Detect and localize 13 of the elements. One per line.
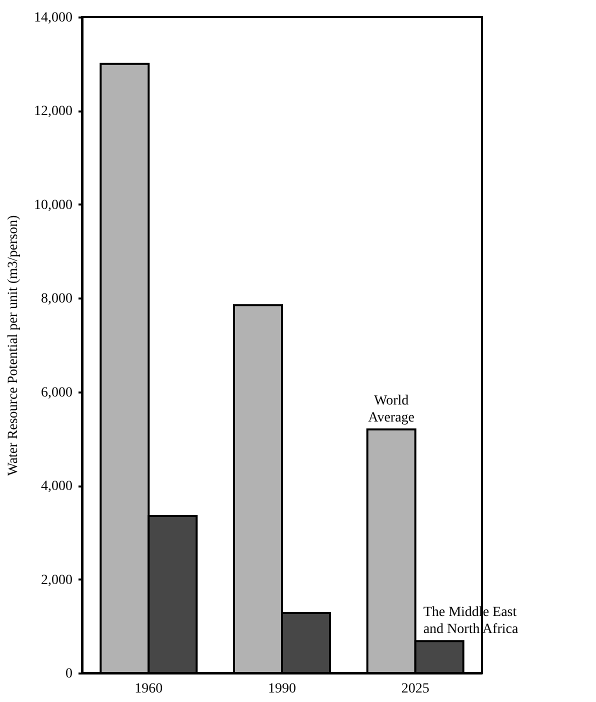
series-label: World Average: [368, 393, 415, 426]
x-tick-label: 2025: [401, 682, 430, 696]
y-tick-label: 6,000: [41, 385, 72, 400]
x-tick-label: 1960: [134, 682, 163, 696]
x-tick-label: 1990: [268, 682, 296, 696]
y-tick-label: 8,000: [41, 292, 72, 307]
y-tick-label: 14,000: [34, 10, 72, 26]
y-tick-label: 2,000: [41, 572, 72, 588]
y-axis-title: Water Resource Potential per unit (m3/person): [6, 214, 21, 476]
y-tick-label: 10,000: [34, 198, 72, 213]
y-tick-label: 12,000: [34, 104, 72, 120]
y-tick-label: 0: [66, 666, 72, 682]
y-tick-label: 4,000: [41, 479, 72, 494]
